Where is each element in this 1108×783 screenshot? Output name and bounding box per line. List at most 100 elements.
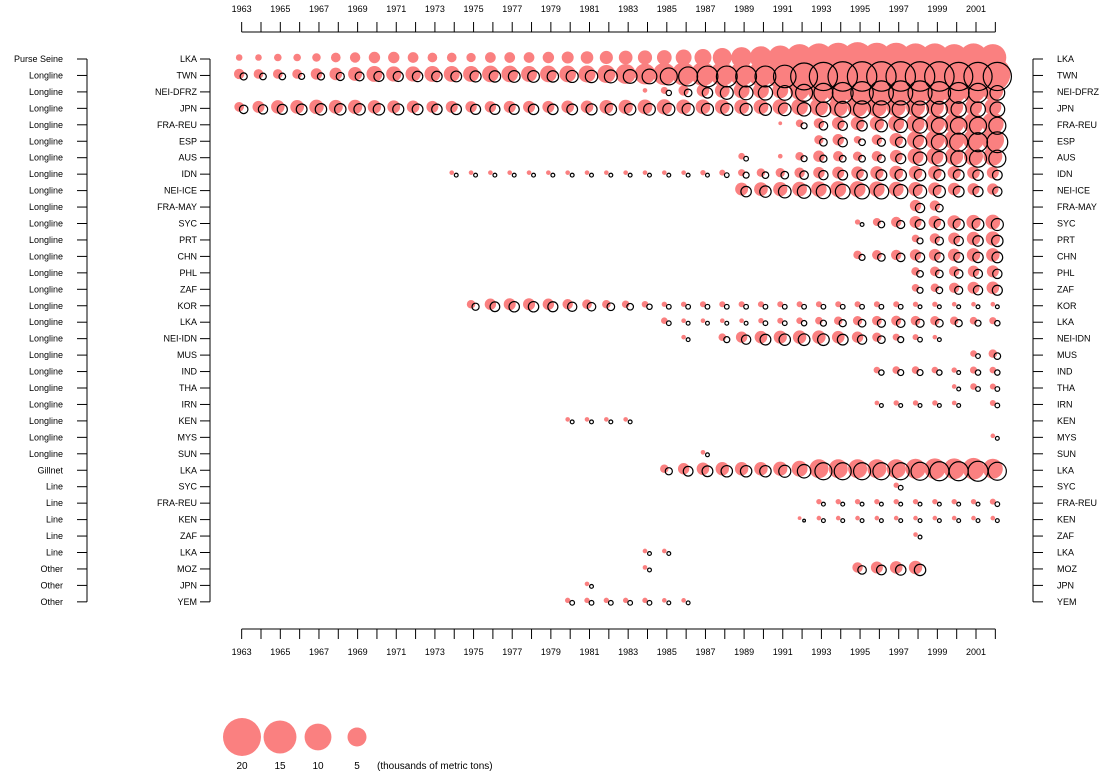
open-bubble <box>975 353 981 360</box>
gear-label: Longline <box>29 103 63 113</box>
fleet-label-right: ZAF <box>1057 531 1075 541</box>
filled-bubble <box>330 52 341 63</box>
fleet-label-right: NEI-ICE <box>1057 186 1090 196</box>
open-bubble <box>992 186 1003 197</box>
filled-bubble <box>886 97 906 117</box>
legend-unit-label: (thousands of metric tons) <box>377 761 493 772</box>
open-bubble <box>838 319 847 328</box>
open-bubble <box>508 300 521 313</box>
axis-frame: 1963 1963 1965 1965 1967 1967 1969 1969 1971 1971… <box>77 4 1043 657</box>
filled-bubble <box>792 181 807 197</box>
gear-label: Longline <box>29 169 63 179</box>
filled-bubble <box>853 250 862 260</box>
fleet-label-left: PRT <box>179 235 197 245</box>
open-bubble <box>972 285 984 296</box>
row-labels: Purse Seine LKA LKA Longline TWN TWN Longline N… <box>14 54 1100 607</box>
open-bubble <box>527 69 540 83</box>
gear-label: Longline <box>29 432 63 442</box>
open-bubble <box>257 104 269 115</box>
fleet-label-left: TWN <box>177 70 198 80</box>
open-bubble <box>858 154 866 163</box>
filled-bubble <box>234 102 245 112</box>
open-bubble <box>743 320 749 326</box>
fleet-label-left: ESP <box>179 136 197 146</box>
open-bubble <box>469 70 482 83</box>
filled-bubble <box>772 99 788 115</box>
filled-bubble <box>602 300 611 309</box>
filled-bubble <box>871 150 883 162</box>
bottom-year-label: 1979 <box>541 647 561 657</box>
open-bubble <box>934 252 945 263</box>
open-bubble <box>816 333 830 347</box>
open-bubble <box>646 172 652 178</box>
open-bubble <box>954 319 963 328</box>
fleet-label-right: FRA-REU <box>1057 498 1097 508</box>
open-bubble <box>982 61 1013 92</box>
open-bubble <box>818 169 829 181</box>
filled-bubble <box>852 562 863 573</box>
open-bubble <box>894 564 907 576</box>
open-bubble <box>797 333 811 347</box>
fleet-label-left: PHL <box>179 268 197 278</box>
open-bubble <box>916 269 924 278</box>
open-bubble <box>772 64 797 89</box>
filled-bubble <box>871 134 883 145</box>
fleet-label-right: NEI-DFRZ <box>1057 87 1099 97</box>
filled-bubble <box>700 169 706 176</box>
open-bubble <box>473 172 479 178</box>
open-bubble <box>527 103 540 116</box>
open-bubble <box>431 103 443 116</box>
open-bubble <box>431 70 443 83</box>
open-bubble <box>569 599 576 606</box>
filled-bubble <box>797 516 802 520</box>
fleet-label-right: PHL <box>1057 268 1075 278</box>
filled-bubble <box>891 315 902 326</box>
open-bubble <box>794 83 814 102</box>
filled-bubble <box>407 52 419 63</box>
open-bubble <box>896 219 906 230</box>
filled-bubble <box>507 170 513 175</box>
open-bubble <box>588 599 595 606</box>
open-bubble <box>259 72 267 81</box>
filled-bubble <box>753 99 769 115</box>
filled-bubble <box>893 301 900 308</box>
open-bubble <box>720 102 734 116</box>
bottom-year-label: 1987 <box>695 647 715 657</box>
filled-bubble <box>656 50 672 65</box>
filled-bubble <box>758 318 764 324</box>
filled-bubble <box>672 62 696 86</box>
open-bubble <box>643 102 656 116</box>
filled-bubble <box>661 317 668 324</box>
fleet-label-left: YEM <box>177 597 197 607</box>
gear-label: Longline <box>29 416 63 426</box>
open-bubble <box>936 369 943 376</box>
top-year-label: 1999 <box>927 4 947 14</box>
open-bubble <box>915 318 925 328</box>
open-bubble <box>511 172 517 178</box>
fleet-label-left: ZAF <box>180 531 198 541</box>
top-year-label: 1991 <box>773 4 793 14</box>
fleet-label-left: NEI-ICE <box>164 186 197 196</box>
bottom-year-label: 1993 <box>811 647 831 657</box>
open-bubble <box>927 81 952 105</box>
open-bubble <box>800 319 808 327</box>
filled-bubble <box>951 301 957 307</box>
open-bubble <box>719 85 734 100</box>
filled-bubble <box>828 459 848 479</box>
open-bubble <box>994 501 1001 508</box>
open-bubble <box>738 85 754 101</box>
open-bubble <box>846 61 878 92</box>
open-bubble <box>834 100 852 118</box>
fleet-label-right: KOR <box>1057 301 1077 311</box>
open-bubble <box>932 184 946 199</box>
open-bubble <box>917 336 923 343</box>
open-bubble <box>858 253 866 262</box>
filled-bubble <box>835 498 841 505</box>
open-bubble <box>933 169 946 182</box>
gear-label: Other <box>40 564 63 574</box>
filled-bubble <box>734 99 749 115</box>
open-bubble <box>856 119 868 132</box>
bottom-year-label: 1991 <box>773 647 793 657</box>
filled-bubble <box>983 146 1003 166</box>
filled-bubble <box>872 332 882 342</box>
